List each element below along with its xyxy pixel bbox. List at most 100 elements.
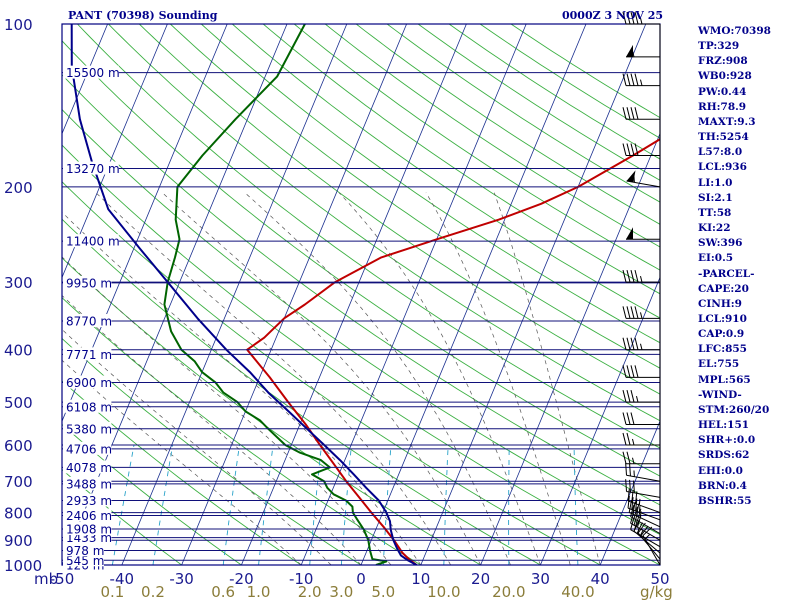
height-label-bg (63, 460, 112, 474)
wind-barb-shaft (630, 529, 661, 548)
mixing-ratio-line (152, 444, 174, 565)
stat-item: EL:755 (698, 358, 740, 371)
stat-item: LCL:936 (698, 161, 747, 174)
dry-adiabat (77, 24, 660, 449)
mixing-ratio-line (573, 445, 579, 565)
dry-adiabat (169, 24, 660, 369)
isotherm (181, 24, 407, 565)
wind-barb-half (632, 438, 635, 446)
mixing-ratio-tick-label: 5.0 (371, 583, 395, 600)
wind-barb (622, 143, 660, 156)
wind-barb-full (634, 337, 639, 350)
wind-barb-half (638, 498, 641, 506)
wind-barb-full (630, 306, 635, 319)
dry-adiabat (62, 40, 660, 477)
wind-barb (622, 107, 660, 120)
moist-adiabat (244, 192, 511, 565)
wind-barb-full (629, 463, 631, 477)
height-label: 9950 m (66, 276, 112, 290)
pressure-tick-label: 1000 (4, 557, 42, 575)
pressure-tick-label: 800 (4, 505, 33, 523)
wind-barb (622, 73, 660, 87)
wind-barb-full (630, 390, 635, 403)
dry-adiabat (62, 337, 362, 565)
stat-item: SI:2.1 (698, 191, 733, 204)
stat-item: L57:8.0 (698, 146, 743, 159)
wind-barb-full (633, 506, 638, 519)
stat-item: RH:78.9 (698, 100, 747, 113)
pressure-tick-label: 100 (4, 16, 33, 34)
wind-barb-full (626, 73, 631, 86)
wind-barb (627, 495, 661, 521)
mixing-ratio-line (111, 444, 135, 565)
temperature-tick-label: -30 (169, 570, 194, 588)
isotherm (599, 420, 660, 565)
stat-item: PW:0.44 (698, 85, 747, 98)
wind-barb-full (622, 390, 627, 403)
temperature-tick-label: -20 (229, 570, 254, 588)
mixing-ratio-unit: g/kg (640, 583, 673, 600)
dry-adiabat (355, 24, 660, 225)
mixing-ratio-tick-label: 20.0 (492, 583, 525, 600)
wind-barb-shaft (630, 522, 661, 541)
wind-barb-half (640, 343, 643, 350)
wind-barb-full (626, 451, 631, 464)
dry-adiabat (232, 24, 660, 319)
wind-barb-flag (626, 44, 633, 57)
height-label-bg (63, 522, 112, 536)
mixing-ratio-tick-label: 2.0 (298, 583, 322, 600)
wind-barb-full (626, 306, 631, 319)
stat-item: BRN:0.4 (698, 479, 747, 492)
mixing-ratio-line (382, 444, 392, 565)
wind-barb-full (633, 480, 635, 493)
isotherm (540, 276, 660, 565)
moist-adiabat (62, 256, 392, 565)
wind-barb (625, 479, 661, 498)
wind-barb-full (622, 143, 627, 156)
mixing-ratio-tick-label: 3.0 (329, 583, 353, 600)
wind-barb-full (626, 143, 631, 156)
pressure-tick-label: 600 (4, 437, 33, 455)
wind-barb-full (626, 11, 631, 25)
dry-adiabat (293, 24, 660, 271)
isotherm (121, 24, 348, 565)
pressure-tick-label: 700 (4, 473, 33, 491)
wind-barb-full (634, 73, 639, 86)
wind-barb-full (630, 143, 635, 156)
height-label: 6108 m (66, 400, 112, 414)
sounding-indices-list: WMO:70398 TP:329 FRZ:908 WB0:928 PW:0.44 RH:7… (698, 24, 771, 509)
pressure-tick-label: 500 (4, 394, 33, 412)
dry-adiabat (62, 181, 601, 565)
wind-barb-flag (626, 227, 633, 240)
temperature-tick-label: -50 (50, 570, 75, 588)
height-label: 2406 m (66, 509, 112, 523)
wind-barb-full (625, 462, 628, 476)
mixing-ratio-line (222, 444, 240, 565)
dry-adiabat (62, 218, 541, 565)
wind-barb-full (630, 504, 635, 517)
wind-barb-full (622, 451, 627, 464)
series-line-2 (70, 24, 418, 565)
wind-barb-full (630, 11, 635, 25)
wind-barb (625, 462, 661, 482)
wind-barb-full (626, 412, 631, 425)
height-label-bg (63, 65, 119, 79)
wind-barb-full (634, 306, 639, 319)
wind-barb-full (634, 107, 639, 120)
station-title: PANT (70398) Sounding (68, 9, 218, 22)
height-label: 5380 m (66, 422, 112, 436)
stat-item: CAPE:20 (698, 282, 749, 295)
wind-barb (622, 306, 660, 319)
isotherm (62, 24, 168, 279)
pressure-tick-label: 300 (4, 274, 33, 292)
stat-item: WB0:928 (698, 70, 752, 83)
stat-item: MPL:565 (698, 373, 751, 386)
height-label: 545 m (66, 554, 104, 568)
wind-barb-full (634, 11, 639, 25)
dry-adiabat (62, 257, 481, 565)
wind-barb-full (629, 479, 631, 493)
wind-barb-full (626, 270, 631, 283)
dry-adiabat (62, 423, 242, 565)
height-label-bg (63, 234, 119, 248)
wind-barb (628, 500, 661, 528)
